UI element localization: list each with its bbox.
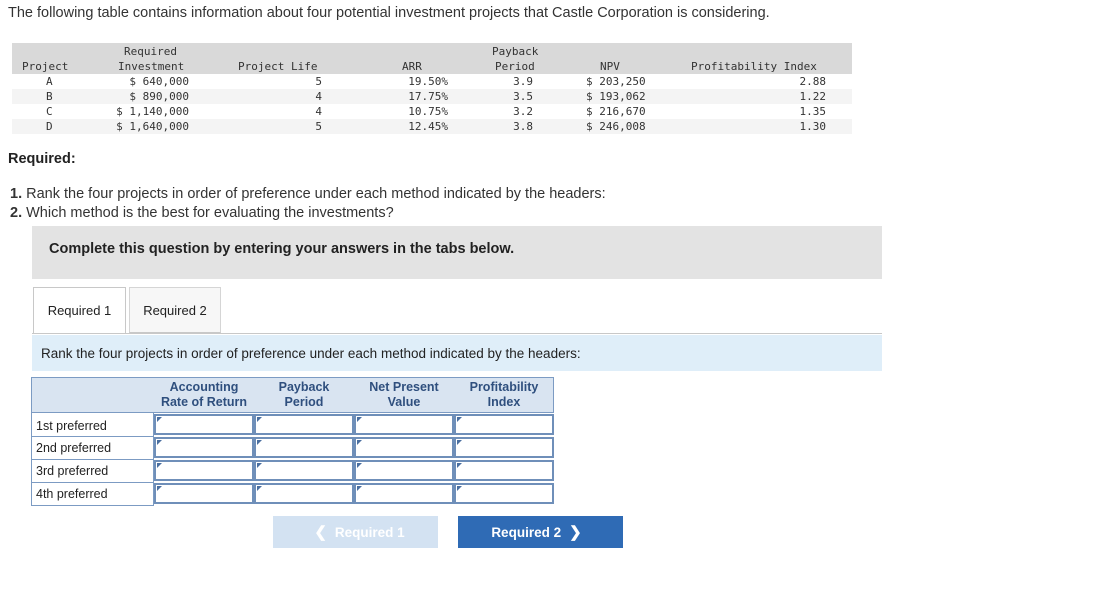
cell-arr: 12.45%: [408, 120, 448, 133]
header-payback-line1: Payback: [492, 45, 539, 58]
column-header-arr: Accounting Rate of Return: [154, 380, 254, 410]
header-arr: ARR: [402, 60, 422, 73]
row-label-3rd: 3rd preferred: [31, 460, 154, 483]
intro-text: The following table contains information…: [8, 5, 770, 21]
cell-life: 4: [315, 90, 322, 103]
cell-npv: $ 246,008: [586, 120, 646, 133]
table-header: Project Required Investment Project Life…: [12, 43, 852, 74]
column-header-payback: Payback Period: [254, 380, 354, 410]
answer-input-payback-row-4[interactable]: [254, 483, 354, 504]
answer-grid: Accounting Rate of Return Payback Period N…: [31, 377, 554, 506]
answer-input-payback-row-1[interactable]: [254, 414, 354, 435]
cell-investment: $ 1,140,000: [116, 105, 189, 118]
question-1: 1. Rank the four projects in order of pr…: [10, 186, 606, 202]
answer-input-npv-row-1[interactable]: [354, 414, 454, 435]
header-project: Project: [22, 60, 69, 73]
prev-required-1-button[interactable]: ❮ Required 1: [273, 516, 438, 548]
cell-life: 4: [315, 105, 322, 118]
question-2: 2. Which method is the best for evaluati…: [10, 205, 394, 221]
answer-input-arr-row-3[interactable]: [154, 460, 254, 481]
column-header-pi-line2: Index: [487, 395, 521, 409]
row-label-2nd: 2nd preferred: [31, 437, 154, 460]
header-project-life: Project Life: [238, 60, 318, 73]
cell-pi: 1.22: [799, 90, 827, 103]
cell-project: D: [46, 120, 53, 133]
answer-input-arr-row-2[interactable]: [154, 437, 254, 458]
cell-pi: 1.35: [799, 105, 827, 118]
project-data-table: Project Required Investment Project Life…: [12, 43, 852, 134]
cell-npv: $ 203,250: [586, 75, 646, 88]
tab-required-2[interactable]: Required 2: [129, 287, 221, 333]
answer-input-npv-row-4[interactable]: [354, 483, 454, 504]
instruction-bar: Rank the four projects in order of prefe…: [32, 335, 882, 371]
header-investment-line1: Required: [124, 45, 177, 58]
chevron-right-icon: ❯: [569, 524, 582, 541]
question-1-text: Rank the four projects in order of prefe…: [22, 186, 606, 202]
complete-banner: Complete this question by entering your …: [32, 226, 882, 279]
answer-input-pi-row-1[interactable]: [454, 414, 554, 435]
cell-npv: $ 193,062: [586, 90, 646, 103]
cell-investment: $ 890,000: [129, 90, 189, 103]
column-header-npv-line2: Value: [387, 395, 421, 409]
table-row: C $ 1,140,000 4 10.75% 3.2 $ 216,670 1.35: [12, 104, 852, 119]
answer-input-pi-row-2[interactable]: [454, 437, 554, 458]
answer-input-payback-row-2[interactable]: [254, 437, 354, 458]
next-button-label: Required 2: [491, 524, 562, 540]
row-label-4th: 4th preferred: [31, 483, 154, 506]
cell-pi: 2.88: [799, 75, 827, 88]
answer-input-arr-row-1[interactable]: [154, 414, 254, 435]
answer-input-pi-row-3[interactable]: [454, 460, 554, 481]
cell-arr: 17.75%: [408, 90, 448, 103]
table-row: B $ 890,000 4 17.75% 3.5 $ 193,062 1.22: [12, 89, 852, 104]
column-header-arr-line1: Accounting: [169, 380, 239, 394]
cell-arr: 19.50%: [408, 75, 448, 88]
column-header-arr-line2: Rate of Return: [160, 395, 248, 409]
chevron-left-icon: ❮: [314, 524, 327, 541]
header-npv: NPV: [600, 60, 620, 73]
answer-input-arr-row-4[interactable]: [154, 483, 254, 504]
cell-life: 5: [315, 75, 322, 88]
column-header-pi-line1: Profitability: [469, 380, 539, 394]
question-1-number: 1.: [10, 186, 23, 202]
table-row: D $ 1,640,000 5 12.45% 3.8 $ 246,008 1.30: [12, 119, 852, 134]
answer-input-payback-row-3[interactable]: [254, 460, 354, 481]
column-header-pi: Profitability Index: [454, 380, 554, 410]
cell-project: B: [46, 90, 53, 103]
instruction-text: Rank the four projects in order of prefe…: [41, 346, 581, 361]
answer-input-npv-row-3[interactable]: [354, 460, 454, 481]
header-payback-line2: Period: [495, 60, 535, 73]
column-header-payback-line1: Payback: [278, 380, 330, 394]
cell-project: C: [46, 105, 53, 118]
tab-required-1[interactable]: Required 1: [33, 287, 126, 333]
prev-button-label: Required 1: [334, 524, 405, 540]
column-header-npv: Net Present Value: [354, 380, 454, 410]
cell-payback: 3.8: [513, 120, 533, 133]
cell-arr: 10.75%: [408, 105, 448, 118]
cell-life: 5: [315, 120, 322, 133]
cell-pi: 1.30: [799, 120, 827, 133]
cell-payback: 3.5: [513, 90, 533, 103]
cell-project: A: [46, 75, 53, 88]
column-header-npv-line1: Net Present: [369, 380, 439, 394]
complete-banner-text: Complete this question by entering your …: [49, 241, 515, 257]
cell-investment: $ 640,000: [129, 75, 189, 88]
cell-investment: $ 1,640,000: [116, 120, 189, 133]
question-2-number: 2.: [10, 205, 23, 221]
answer-input-npv-row-2[interactable]: [354, 437, 454, 458]
tab-divider: [32, 333, 882, 334]
table-row: A $ 640,000 5 19.50% 3.9 $ 203,250 2.88: [12, 74, 852, 89]
cell-npv: $ 216,670: [586, 105, 646, 118]
column-header-payback-line2: Period: [284, 395, 324, 409]
question-2-text: Which method is the best for evaluating …: [22, 205, 394, 221]
answer-grid-header: [31, 377, 554, 413]
answer-input-pi-row-4[interactable]: [454, 483, 554, 504]
header-investment-line2: Investment: [118, 60, 185, 73]
row-label-1st: 1st preferred: [31, 413, 154, 437]
header-profitability-index: Profitability Index: [691, 60, 817, 73]
required-title: Required:: [8, 151, 76, 167]
next-required-2-button[interactable]: Required 2 ❯: [458, 516, 623, 548]
cell-payback: 3.2: [513, 105, 533, 118]
cell-payback: 3.9: [513, 75, 533, 88]
